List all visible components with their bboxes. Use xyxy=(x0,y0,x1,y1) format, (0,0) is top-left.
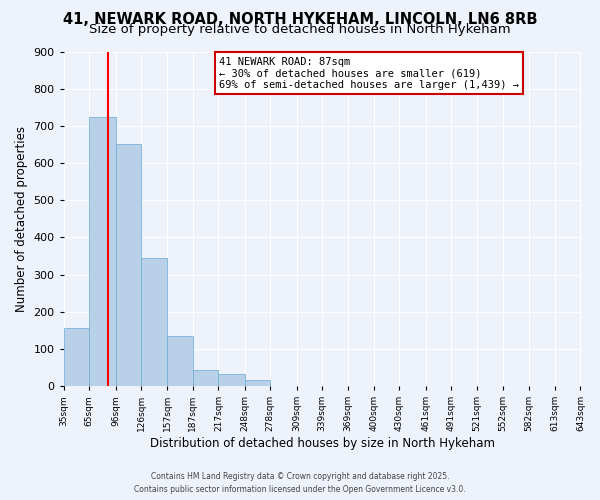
Text: Contains HM Land Registry data © Crown copyright and database right 2025.
Contai: Contains HM Land Registry data © Crown c… xyxy=(134,472,466,494)
Text: 41, NEWARK ROAD, NORTH HYKEHAM, LINCOLN, LN6 8RB: 41, NEWARK ROAD, NORTH HYKEHAM, LINCOLN,… xyxy=(63,12,537,28)
Bar xyxy=(245,380,270,386)
Bar xyxy=(64,328,89,386)
Text: 41 NEWARK ROAD: 87sqm
← 30% of detached houses are smaller (619)
69% of semi-det: 41 NEWARK ROAD: 87sqm ← 30% of detached … xyxy=(219,56,519,90)
Bar xyxy=(193,370,218,386)
X-axis label: Distribution of detached houses by size in North Hykeham: Distribution of detached houses by size … xyxy=(149,437,494,450)
Bar xyxy=(116,144,141,386)
Bar xyxy=(167,336,193,386)
Bar xyxy=(89,116,116,386)
Text: Size of property relative to detached houses in North Hykeham: Size of property relative to detached ho… xyxy=(89,22,511,36)
Bar xyxy=(218,374,245,386)
Bar xyxy=(141,258,167,386)
Y-axis label: Number of detached properties: Number of detached properties xyxy=(15,126,28,312)
